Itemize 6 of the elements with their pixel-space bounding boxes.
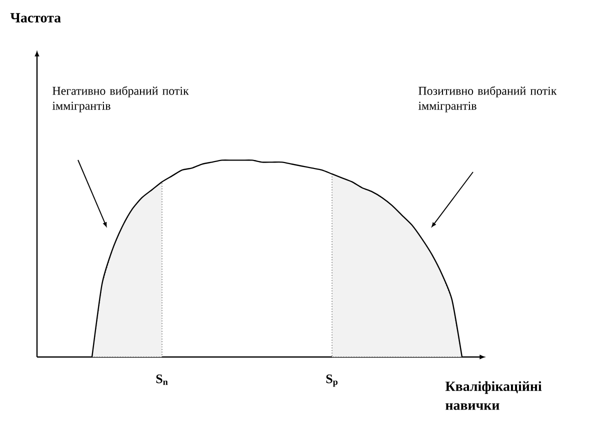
text: Частота [10, 13, 61, 22]
text: Позитивно вибраний потік іммігрантів [418, 86, 557, 112]
x-tick-label: S$_{p}$ [326, 374, 338, 387]
text: Негативно вибраний потік іммігрантів [52, 86, 189, 112]
x-tick-label: S$_{n}$ [156, 374, 168, 385]
x-axis-title: Кваліфікаційні навички [445, 381, 542, 410]
